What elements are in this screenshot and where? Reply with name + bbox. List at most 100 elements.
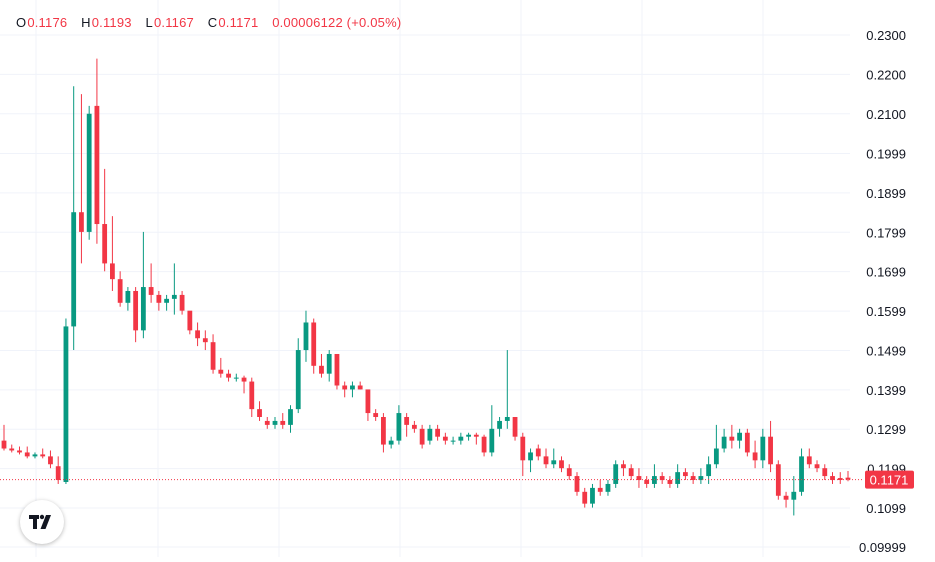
candle-body [744, 432, 750, 453]
candle [171, 263, 177, 315]
y-tick-label: 0.2100 [866, 107, 906, 122]
candle-body [48, 456, 53, 465]
candle [520, 432, 526, 477]
candle-body [55, 466, 61, 481]
candle-body [435, 428, 441, 437]
candle [249, 377, 255, 418]
candle [752, 440, 758, 469]
candle-body [249, 381, 255, 410]
candle-body [86, 113, 92, 232]
candle [326, 350, 332, 382]
candle-body [71, 212, 77, 327]
candle-body [760, 436, 766, 461]
candle [303, 310, 309, 362]
candle [814, 460, 820, 473]
candle-body [24, 452, 30, 457]
candle [334, 353, 340, 390]
candle [210, 334, 216, 374]
candle [156, 290, 162, 311]
candle-body [628, 468, 634, 477]
candle-body [311, 322, 317, 366]
price-axis[interactable]: 0.2300 0.2200 0.2100 0.1999 0.1899 0.1799 0.16… [859, 28, 906, 555]
candle-body [597, 487, 603, 492]
open-value: 0.1176 [27, 15, 68, 30]
candle-body [419, 428, 425, 445]
candle [806, 448, 812, 469]
candle-body [17, 450, 22, 453]
candle-body [241, 377, 247, 382]
candle [845, 470, 851, 482]
candle-body [837, 478, 843, 481]
candle-body [202, 338, 208, 343]
candle [667, 476, 673, 488]
candle-body [32, 454, 38, 457]
candle-body [156, 294, 162, 303]
candle-body [613, 464, 619, 484]
candle-body [148, 287, 154, 295]
last-price-tag-label: 0.1171 [870, 473, 909, 488]
candle [288, 405, 293, 433]
candle [512, 417, 518, 441]
candle-body [164, 298, 170, 303]
candle-body [729, 436, 735, 441]
candle [226, 369, 231, 382]
candle [311, 318, 317, 374]
candle-body [117, 279, 123, 303]
candle-body [458, 436, 464, 441]
candle [590, 483, 595, 508]
tradingview-logo-button[interactable] [20, 500, 64, 544]
y-tick-label: 0.2200 [866, 67, 906, 82]
candle-body [396, 413, 402, 441]
candle-body [195, 330, 200, 339]
candle-body [845, 477, 851, 480]
candle [682, 468, 688, 481]
candle-body [698, 476, 704, 481]
candle-body [179, 294, 185, 311]
low-value: 0.1167 [153, 15, 194, 30]
candle [566, 464, 572, 481]
candle [55, 456, 61, 484]
candle [543, 448, 549, 469]
candle [381, 413, 386, 453]
candle-body [102, 224, 108, 264]
candle [179, 290, 185, 315]
candle [489, 405, 495, 457]
candle [233, 373, 239, 382]
tradingview-logo-icon [29, 514, 51, 529]
last-price-tag-bg [865, 470, 914, 489]
candle [605, 480, 611, 496]
candle-body [768, 436, 773, 465]
y-tick-label: 0.2300 [866, 28, 906, 43]
candle-body [257, 409, 262, 418]
candle [442, 432, 448, 445]
candle-body [342, 385, 348, 390]
candle-body [373, 413, 379, 418]
candle-body [427, 428, 433, 441]
candle-body [171, 294, 177, 299]
candle-body [621, 464, 626, 469]
candle [187, 310, 193, 335]
candle-body [226, 373, 231, 378]
candle-body [334, 353, 340, 386]
candle [737, 428, 742, 449]
candle [272, 417, 278, 429]
candle-body [125, 290, 131, 303]
candle-body [233, 377, 239, 379]
candle-body [272, 420, 278, 425]
candle-body [667, 480, 673, 484]
candle-body [559, 460, 564, 469]
candle [458, 432, 464, 445]
candle [133, 287, 139, 343]
candle [690, 472, 696, 484]
candle [110, 216, 115, 291]
candle [799, 448, 804, 496]
y-tick-label: 0.1999 [866, 147, 906, 162]
candle-body [574, 476, 580, 492]
candle [280, 413, 286, 429]
candle-body [713, 448, 719, 465]
candle [582, 487, 588, 508]
candle-body [682, 472, 688, 477]
candle [202, 330, 208, 351]
